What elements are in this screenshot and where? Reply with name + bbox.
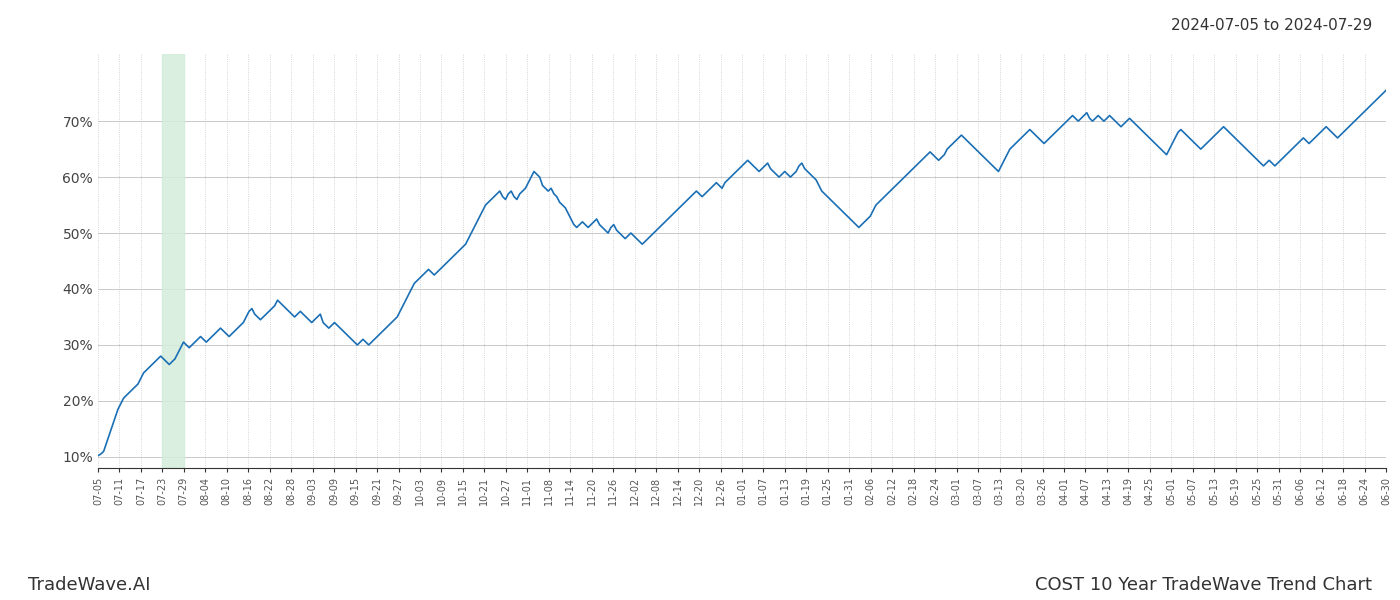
Text: TradeWave.AI: TradeWave.AI bbox=[28, 576, 151, 594]
Text: COST 10 Year TradeWave Trend Chart: COST 10 Year TradeWave Trend Chart bbox=[1035, 576, 1372, 594]
Text: 2024-07-05 to 2024-07-29: 2024-07-05 to 2024-07-29 bbox=[1170, 18, 1372, 33]
Bar bbox=[162, 54, 183, 468]
